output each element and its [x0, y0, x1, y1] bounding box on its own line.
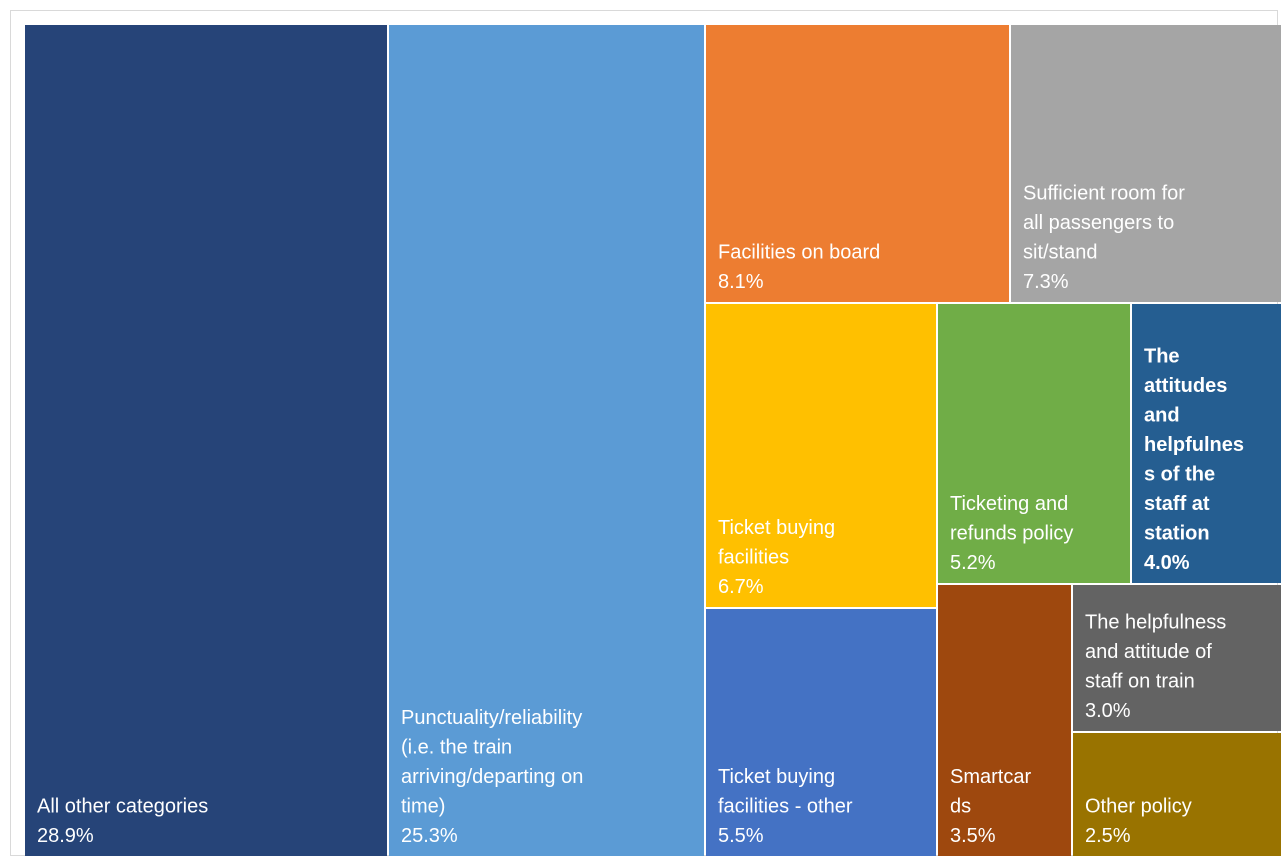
treemap-tile-category-line: Ticketing and [950, 493, 1068, 515]
treemap-tile-rect [706, 25, 1009, 302]
treemap-tile-value: 4.0% [1144, 552, 1190, 574]
treemap-tile-category-line: Punctuality/reliability [401, 707, 582, 729]
treemap-tile-category-line: helpfulnes [1144, 434, 1244, 456]
treemap-tile-label: The attitudes and helpfulnes s of the staff a… [1144, 346, 1244, 575]
treemap-tile: Facilities on board 8.1% [706, 25, 1009, 302]
treemap-tile-category-line: and [1144, 405, 1180, 427]
treemap-tile-category-line: and attitude of [1085, 641, 1212, 663]
treemap-tile-rect [1132, 304, 1281, 583]
treemap-tile-category-line: s of the [1144, 464, 1215, 486]
treemap-tile-label: Smartcar ds 3.5% [950, 766, 1031, 847]
treemap-tile-category-line: Sufficient room for [1023, 183, 1185, 205]
treemap-tile-label: Ticketing and refunds policy 5.2% [950, 493, 1073, 574]
treemap-tile-rect [938, 304, 1130, 583]
treemap-tile: Ticket buying facilities 6.7% [706, 304, 936, 607]
treemap-tile-category-line: (i.e. the train [401, 737, 512, 759]
treemap-tile-category-line: facilities [718, 547, 789, 569]
treemap-tile-category-line: Ticket buying [718, 517, 835, 539]
treemap-tile-category-line: staff at [1144, 493, 1210, 515]
treemap-tile-label: Punctuality/reliability (i.e. the train ar… [401, 707, 583, 847]
treemap-tile-label: The helpfulness and attitude of staff on t… [1085, 612, 1226, 723]
treemap-tile-category-line: arriving/departing on [401, 766, 583, 788]
treemap-tile-value: 3.0% [1085, 700, 1131, 722]
treemap-tile-value: 5.2% [950, 552, 996, 574]
treemap-tile-label: Sufficient room for all passengers to sit/… [1023, 183, 1185, 294]
treemap-tile-value: 2.5% [1085, 825, 1131, 847]
treemap-tile-category-line: The [1144, 346, 1180, 368]
treemap-tile-value: 3.5% [950, 825, 996, 847]
treemap-tile-rect [938, 585, 1071, 856]
treemap-tile: The helpfulness and attitude of staff on t… [1073, 585, 1281, 731]
treemap-tile-category-line: sit/stand [1023, 242, 1097, 264]
treemap-tile-category-line: All other categories [37, 796, 208, 818]
treemap-tile-rect [706, 609, 936, 856]
treemap-tile: Sufficient room for all passengers to sit/… [1011, 25, 1281, 302]
treemap-tile-rect [25, 25, 387, 856]
treemap-tile: The attitudes and helpfulnes s of the staff a… [1132, 304, 1281, 583]
treemap-tile-category-line: The helpfulness [1085, 612, 1226, 634]
treemap-tile-category-line: staff on train [1085, 671, 1195, 693]
treemap-tile-category-line: station [1144, 523, 1210, 545]
treemap-tile: Punctuality/reliability (i.e. the train ar… [389, 25, 704, 856]
treemap-tile: All other categories 28.9% [25, 25, 387, 856]
treemap-tile-label: Other policy 2.5% [1085, 796, 1192, 848]
treemap-tile-rect [1073, 733, 1281, 856]
treemap-tile-label: Facilities on board 8.1% [718, 242, 880, 294]
treemap-tile-value: 5.5% [718, 825, 764, 847]
treemap-tile-category-line: Ticket buying [718, 766, 835, 788]
treemap-tile-rect [1011, 25, 1281, 302]
treemap-tile-category-line: attitudes [1144, 375, 1227, 397]
treemap-tile-category-line: all passengers to [1023, 212, 1174, 234]
treemap-tile-category-line: time) [401, 796, 445, 818]
treemap-tile-label: Ticket buying facilities - other 5.5% [718, 766, 853, 847]
treemap-tile-category-line: facilities - other [718, 796, 853, 818]
treemap-tile: Ticket buying facilities - other 5.5% [706, 609, 936, 856]
treemap-tile-value: 25.3% [401, 825, 458, 847]
treemap-tile-value: 6.7% [718, 576, 764, 598]
treemap-tile-value: 28.9% [37, 825, 94, 847]
treemap-tile-label: Ticket buying facilities 6.7% [718, 517, 835, 598]
treemap-tile: Ticketing and refunds policy 5.2% [938, 304, 1130, 583]
treemap-tile-category-line: Other policy [1085, 796, 1192, 818]
treemap-tile-label: All other categories 28.9% [37, 796, 208, 848]
treemap-tile-value: 8.1% [718, 271, 764, 293]
treemap-tile-category-line: refunds policy [950, 523, 1073, 545]
treemap-tile-category-line: Facilities on board [718, 242, 880, 264]
treemap-tile-rect [389, 25, 704, 856]
treemap-tile: Smartcar ds 3.5% [938, 585, 1071, 856]
treemap-tile: Other policy 2.5% [1073, 733, 1281, 856]
treemap-tile-rect [706, 304, 936, 607]
treemap-tile-category-line: ds [950, 796, 971, 818]
treemap-tile-category-line: Smartcar [950, 766, 1031, 788]
treemap-tile-value: 7.3% [1023, 271, 1069, 293]
treemap-tile-rect [1073, 585, 1281, 731]
